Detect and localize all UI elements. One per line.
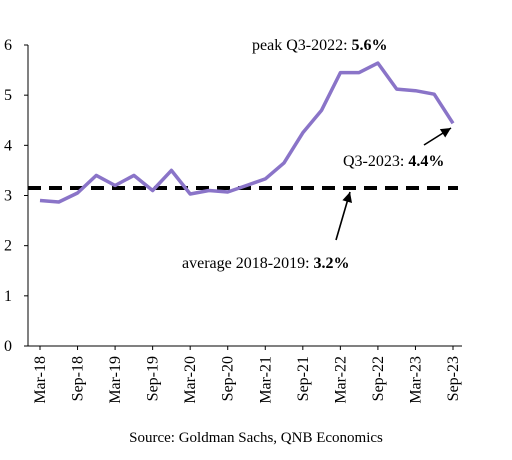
x-tick-label: Mar-21 [257,356,274,404]
y-tick-label: 1 [4,288,12,305]
annotation-peak: peak Q3-2022: 5.6% [252,37,388,54]
arrow-latest-head [439,128,451,138]
arrow-average-head [342,192,352,203]
annotation-average-text: average 2018-2019: [182,255,314,272]
y-tick-label: 5 [4,87,12,104]
annotation-latest: Q3-2023: 4.4% [343,153,444,170]
x-tick-label: Sep-19 [145,356,162,401]
y-tick-label: 2 [4,238,12,255]
x-tick-label: Sep-20 [220,356,237,401]
y-tick-label: 3 [4,188,12,205]
y-tick-label: 6 [4,37,12,54]
x-tick-label: Sep-18 [70,356,87,401]
x-tick-label: Sep-23 [445,356,462,401]
tick-labels: 0 1 2 3 4 5 6 Mar-18 Sep-18 Mar-19 Sep-19 Mar-20 Sep… [4,37,462,404]
annotation-peak-value: 5.6% [352,37,388,54]
annotation-arrows [335,127,452,241]
annotation-peak-text: peak Q3-2022: [252,37,352,54]
x-tick-label: Sep-21 [295,356,312,401]
x-tick-label: Sep-22 [370,356,387,401]
annotation-average: average 2018-2019: 3.2% [182,255,350,272]
x-tick-label: Mar-23 [407,356,424,404]
y-tick-label: 4 [4,137,12,154]
x-tick-label: Mar-18 [32,356,49,404]
annotation-latest-value: 4.4% [408,153,444,170]
x-tick-label: Mar-20 [182,356,199,404]
x-tick-label: Mar-19 [107,356,124,404]
x-tick-label: Mar-22 [332,356,349,404]
line-chart: 0 1 2 3 4 5 6 Mar-18 Sep-18 Mar-19 Sep-19 Mar-20 Sep… [4,37,462,404]
y-tick-label: 0 [4,338,12,355]
series-line [39,61,455,204]
annotation-average-value: 3.2% [314,255,350,272]
annotation-latest-text: Q3-2023: [343,153,408,170]
source-note: Source: Goldman Sachs, QNB Economics [129,430,383,446]
axes [24,44,462,350]
